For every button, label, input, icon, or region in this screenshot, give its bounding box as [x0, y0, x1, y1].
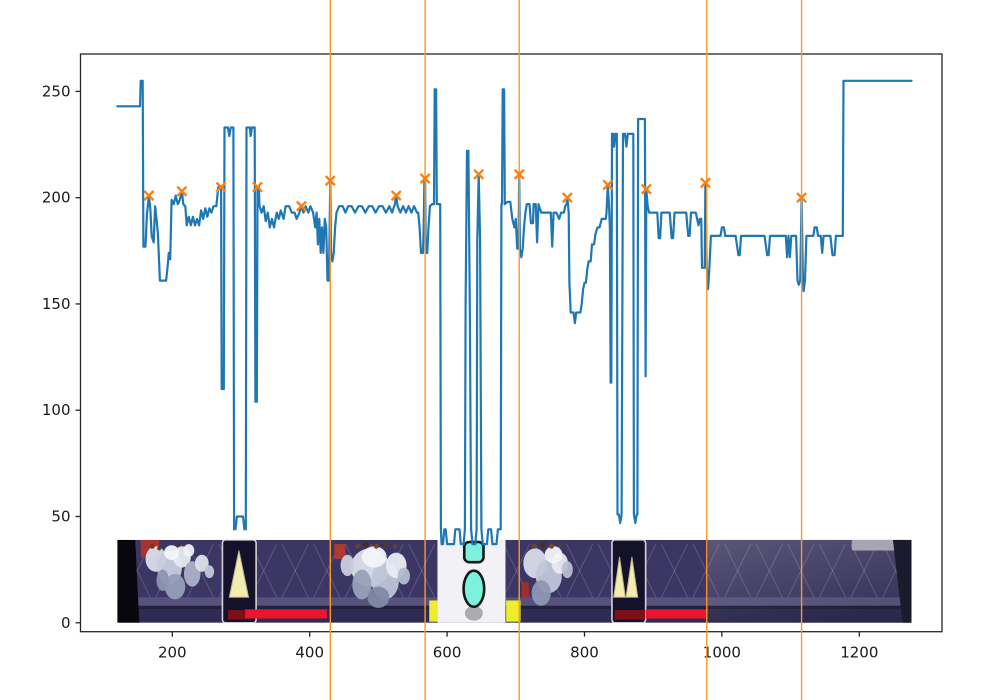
cyan-sprite-head [462, 540, 485, 564]
strip-end-panel [708, 539, 912, 623]
cloud-blob [183, 544, 195, 557]
ship-triangle-sprite [625, 556, 639, 598]
debris-speck [177, 542, 182, 547]
debris-speck [363, 541, 370, 548]
cloud-blob [164, 545, 180, 561]
cloud-blob [194, 554, 209, 572]
peak-x-marker [390, 190, 402, 202]
y-tick-label: 250 [42, 82, 71, 100]
cloud-blob [352, 569, 372, 600]
peak-x-marker [699, 177, 711, 189]
x-tick-label: 600 [433, 644, 462, 662]
yellow-marker-block [429, 600, 438, 622]
strip-sky-panel [334, 541, 410, 608]
x-tick-label: 200 [158, 644, 187, 662]
debris-speck [539, 541, 546, 548]
red-patch [334, 544, 346, 560]
debris-speck [157, 546, 162, 551]
peak-x-marker [561, 192, 573, 204]
y-tick-label: 200 [42, 189, 71, 207]
strip-sky-panel [140, 539, 215, 600]
debris-speck [392, 544, 397, 549]
cloud-blob [531, 580, 551, 606]
ship-triangle-sprite [228, 550, 250, 598]
peak-x-marker [215, 181, 227, 193]
peak-x-marker [796, 192, 808, 204]
cloud-blob [340, 554, 355, 577]
axes: 200 400 600 800 1000 1200 0 50 100 150 200 250 [42, 53, 943, 662]
peak-x-marker [324, 175, 336, 187]
signal-line [116, 79, 913, 546]
debris-speck [383, 541, 389, 547]
strip-gate-panel [221, 539, 257, 623]
peak-x-marker [513, 168, 525, 180]
cyan-sprite-body [462, 569, 486, 609]
strip-gate-panel [611, 539, 647, 623]
cloud-blob [361, 546, 387, 568]
red-progress-bar [645, 609, 708, 619]
dark-corner-wedge [892, 539, 912, 623]
x-tick-label: 800 [570, 644, 599, 662]
debris-speck [549, 543, 555, 549]
peak-x-marker [602, 179, 614, 191]
peak-x-marker [640, 183, 652, 195]
strip-black-edge [117, 539, 140, 623]
cloud-blob [156, 569, 169, 591]
yellow-marker-block [506, 600, 521, 622]
peak-x-marker [176, 185, 188, 197]
red-progress-bar [245, 609, 327, 619]
cloud-blob [367, 586, 390, 608]
x-tick-label: 1000 [703, 644, 741, 662]
red-patch [521, 582, 529, 598]
x-tick-label: 1200 [840, 644, 878, 662]
cloud-blob [204, 565, 215, 579]
dark-red-bar [614, 610, 645, 620]
debris-speck [149, 543, 155, 549]
cloud-blob [397, 567, 410, 585]
peak-x-marker [143, 190, 155, 202]
dark-red-bar [227, 610, 247, 620]
strip-sky-panel [521, 541, 573, 606]
cloud-blob [544, 546, 563, 564]
peak-x-marker [295, 200, 307, 212]
debris-speck [373, 543, 379, 549]
ship-triangle-sprite [613, 556, 626, 598]
strip-zoom-panel [437, 539, 506, 623]
debris-speck [557, 542, 562, 547]
y-tick-label: 50 [51, 508, 70, 526]
y-tick-label: 0 [61, 614, 71, 632]
y-tick-label: 150 [42, 295, 71, 313]
debris-speck [531, 543, 537, 549]
cloud-blob [561, 561, 573, 579]
debris-speck [355, 543, 361, 549]
cloud-blob [164, 573, 186, 600]
peak-x-marker [419, 173, 431, 185]
gray-hud-box [851, 539, 896, 551]
peak-x-marker [473, 168, 485, 180]
y-tick-label: 100 [42, 401, 71, 419]
axes-frame [79, 53, 943, 633]
game-filmstrip-image [117, 539, 912, 623]
x-tick-label: 400 [295, 644, 324, 662]
peak-x-marker [252, 181, 263, 193]
